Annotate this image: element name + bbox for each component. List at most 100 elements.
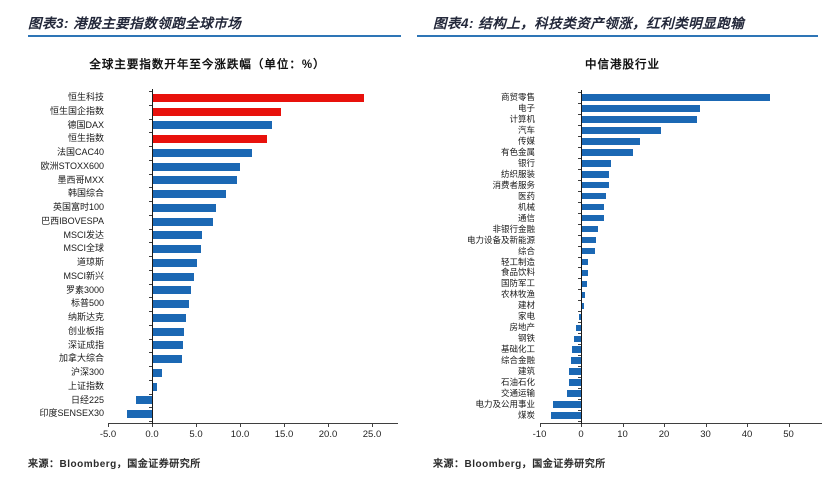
category-label: 恒生科技 bbox=[67, 92, 104, 102]
bar bbox=[153, 382, 157, 391]
y-tick bbox=[578, 113, 581, 115]
y-tick bbox=[578, 135, 581, 137]
y-tick bbox=[578, 267, 581, 269]
y-tick bbox=[149, 283, 152, 285]
bar bbox=[552, 401, 581, 408]
category-label: MSCI新兴 bbox=[63, 270, 104, 281]
bar bbox=[582, 181, 609, 189]
y-tick bbox=[578, 146, 581, 148]
y-tick bbox=[578, 421, 581, 422]
y-tick bbox=[578, 322, 581, 324]
category-label: 电力及公用事业 bbox=[475, 399, 535, 410]
category-label: 建筑 bbox=[517, 366, 535, 377]
y-tick bbox=[578, 300, 581, 302]
bar bbox=[582, 127, 661, 134]
y-tick bbox=[578, 388, 581, 390]
y-tick bbox=[578, 344, 581, 346]
y-tick bbox=[149, 201, 152, 202]
y-tick bbox=[149, 228, 152, 230]
category-label: 计算机 bbox=[509, 113, 535, 124]
bar bbox=[153, 121, 272, 130]
y-tick bbox=[149, 242, 152, 244]
y-axis-spine bbox=[152, 89, 153, 424]
x-tick-label: 50 bbox=[783, 429, 794, 440]
category-label: 纳斯达克 bbox=[67, 312, 104, 322]
x-tick bbox=[664, 424, 665, 427]
category-label: 房地产 bbox=[509, 322, 535, 333]
y-tick bbox=[578, 278, 581, 280]
category-label: 韩国综合 bbox=[67, 188, 104, 199]
bar bbox=[153, 135, 268, 144]
bar bbox=[582, 280, 587, 288]
category-label: 轻工制造 bbox=[500, 256, 535, 267]
category-label: 传媒 bbox=[517, 135, 535, 146]
category-label: 罗素3000 bbox=[65, 284, 104, 295]
category-label: 银行 bbox=[517, 157, 535, 168]
y-tick bbox=[578, 256, 581, 258]
x-tick bbox=[152, 424, 153, 427]
y-tick bbox=[149, 324, 152, 326]
category-label: 恒生指数 bbox=[67, 133, 104, 144]
category-label: MSCI全球 bbox=[63, 243, 104, 254]
category-label: 非银行金融 bbox=[492, 223, 535, 234]
category-label: 医药 bbox=[517, 190, 535, 201]
x-tick-label: 10 bbox=[617, 429, 628, 440]
y-tick bbox=[578, 311, 581, 313]
bar bbox=[575, 324, 581, 332]
y-tick bbox=[149, 187, 152, 189]
x-axis-line bbox=[539, 423, 822, 424]
bar bbox=[582, 236, 597, 244]
bar bbox=[153, 148, 252, 157]
bar bbox=[153, 107, 282, 116]
y-tick bbox=[149, 407, 152, 409]
bar bbox=[153, 162, 241, 171]
x-tick bbox=[284, 424, 285, 427]
category-label: 石油石化 bbox=[500, 377, 535, 388]
y-tick bbox=[149, 256, 152, 257]
category-label: 商贸零售 bbox=[500, 92, 535, 102]
y-tick bbox=[578, 234, 581, 236]
category-label: 电子 bbox=[517, 102, 535, 113]
category-label: 农林牧渔 bbox=[500, 289, 535, 300]
bar bbox=[153, 203, 217, 212]
category-label: 汽车 bbox=[517, 124, 535, 135]
y-tick bbox=[578, 102, 581, 104]
category-label: 墨西哥MXX bbox=[57, 174, 104, 185]
y-tick bbox=[578, 212, 581, 214]
bar bbox=[567, 390, 581, 397]
x-tick-label: -5.0 bbox=[99, 429, 117, 440]
y-tick bbox=[149, 421, 152, 422]
category-label: 欧洲STOXX600 bbox=[40, 160, 104, 171]
category-label: 巴西IBOVESPA bbox=[41, 215, 104, 226]
y-tick bbox=[149, 393, 152, 395]
x-tick-label: 20.0 bbox=[318, 429, 338, 440]
y-tick bbox=[149, 338, 152, 340]
y-tick bbox=[149, 118, 152, 120]
y-tick bbox=[578, 92, 581, 93]
bar bbox=[582, 214, 604, 222]
x-tick bbox=[372, 424, 373, 427]
bar bbox=[127, 410, 152, 419]
x-tick bbox=[581, 424, 582, 427]
x-tick-label: 5.0 bbox=[189, 429, 203, 440]
y-tick bbox=[149, 269, 152, 271]
y-tick bbox=[578, 168, 581, 170]
bar bbox=[568, 368, 581, 375]
category-label: 上证指数 bbox=[67, 380, 104, 391]
bar bbox=[153, 176, 237, 185]
bar bbox=[153, 272, 195, 281]
bar bbox=[582, 247, 595, 255]
y-tick bbox=[149, 214, 152, 216]
category-label: 国防军工 bbox=[500, 278, 535, 289]
figure-3-heading-rule bbox=[28, 35, 401, 37]
category-label: 道琼斯 bbox=[76, 257, 104, 267]
category-label: 基础化工 bbox=[500, 344, 535, 355]
x-tick bbox=[240, 424, 241, 427]
category-label: 消费者服务 bbox=[492, 179, 535, 190]
bar bbox=[153, 355, 183, 364]
y-axis-spine bbox=[581, 90, 582, 424]
bar bbox=[573, 335, 581, 342]
y-tick bbox=[578, 333, 581, 335]
bar bbox=[582, 302, 585, 310]
figure-4-source: 来源：Bloomberg，国金证券研究所 bbox=[433, 459, 606, 470]
